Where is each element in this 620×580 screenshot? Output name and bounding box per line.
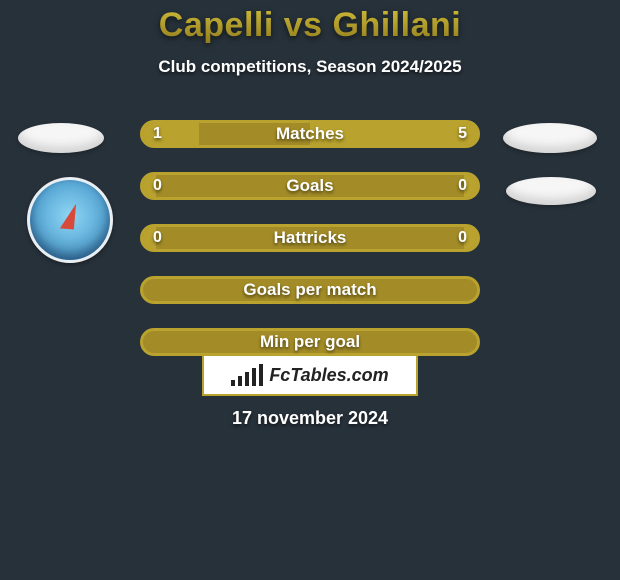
player1-club-badge <box>27 177 113 263</box>
stat-row-min-per-goal: Min per goal <box>140 328 480 356</box>
stat-bar: Hattricks0 0 <box>140 224 480 252</box>
page-title: Capelli vs Ghillani <box>0 0 620 45</box>
stat-fill-left <box>143 123 199 145</box>
stat-fill-right <box>310 123 477 145</box>
player2-club-placeholder <box>506 177 596 205</box>
stat-row-matches: Matches15 <box>140 120 480 148</box>
stat-bar: Min per goal <box>140 328 480 356</box>
stat-bar: Matches15 <box>140 120 480 148</box>
title-player2: Ghillani <box>333 6 462 44</box>
stat-value-right: 0 <box>458 177 467 195</box>
brand-text: FcTables.com <box>269 365 388 386</box>
bar-chart-icon <box>231 364 263 386</box>
player1-avatar-placeholder <box>18 123 104 153</box>
stats-bars: Matches15Goals00Hattricks00Goals per mat… <box>140 120 480 380</box>
stat-value-left: 0 <box>153 177 162 195</box>
stat-bar: Goals per match <box>140 276 480 304</box>
stat-bar: Goals0 0 <box>140 172 480 200</box>
stat-value-left: 0 <box>153 229 162 247</box>
stat-value-left: 1 <box>153 125 162 143</box>
stat-row-goals: Goals0 0 <box>140 172 480 200</box>
stat-value-right: 0 <box>458 229 467 247</box>
infographic-date: 17 november 2024 <box>0 408 620 429</box>
stat-label: Hattricks <box>143 228 477 248</box>
sailboat-icon <box>60 202 76 229</box>
stat-value-right: 5 <box>458 125 467 143</box>
stat-row-hattricks: Hattricks0 0 <box>140 224 480 252</box>
stat-row-goals-per-match: Goals per match <box>140 276 480 304</box>
stat-label: Goals <box>143 176 477 196</box>
subtitle: Club competitions, Season 2024/2025 <box>0 57 620 77</box>
fctables-watermark: FcTables.com <box>202 354 418 396</box>
player2-avatar-placeholder <box>503 123 597 153</box>
stat-label: Goals per match <box>143 280 477 300</box>
stat-label: Min per goal <box>143 332 477 352</box>
title-player1: Capelli <box>159 6 274 44</box>
title-vs: vs <box>284 6 323 44</box>
